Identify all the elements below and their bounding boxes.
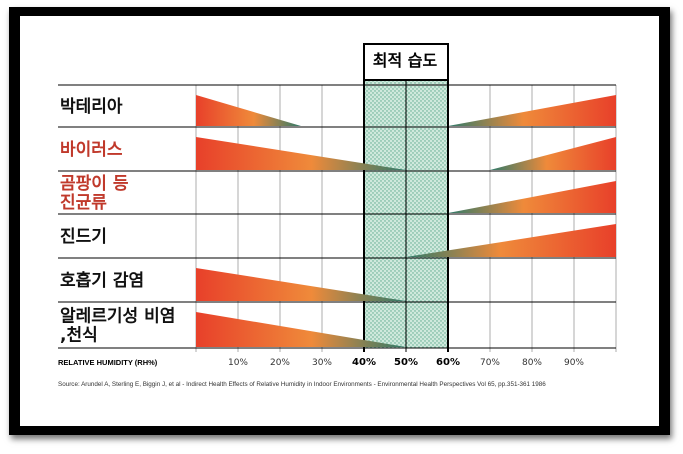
risk-wedges (196, 95, 616, 347)
risk-wedge-decreasing (196, 137, 406, 170)
x-axis-ticks: 10% 20% 30% 40% 50% 60% 70% 80% 90% (228, 357, 584, 368)
row-label: 박테리아 (60, 97, 123, 117)
optimal-zone (363, 43, 449, 352)
x-tick-label: 90% (564, 358, 584, 368)
x-axis-title: RELATIVE HUMIDITY (RH%) (58, 358, 158, 367)
row-label: 진드기 (60, 227, 107, 247)
source-note: Source: Arundel A, Sterling E, Biggin J,… (58, 381, 546, 388)
x-tick-label: 10% (228, 358, 248, 368)
optimal-zone-title: 최적 습도 (373, 51, 438, 70)
risk-wedge-increasing (448, 95, 616, 126)
row-label: ,천식 (60, 326, 98, 346)
x-tick-label: 70% (480, 358, 500, 368)
risk-wedge-decreasing (196, 312, 406, 347)
x-tick-label: 30% (312, 358, 332, 368)
risk-wedge-decreasing (196, 95, 301, 126)
chart-panel (20, 16, 659, 426)
x-tick-label: 20% (270, 358, 290, 368)
risk-wedge-increasing (406, 224, 616, 257)
row-label: 바이러스 (60, 140, 123, 160)
row-label: 호흡기 감염 (60, 270, 144, 291)
row-label: 알레르기성 비염 (60, 307, 175, 327)
x-tick-label: 50% (394, 357, 418, 368)
x-tick-label: 60% (436, 357, 460, 368)
risk-wedge-decreasing (196, 268, 406, 301)
risk-wedge-increasing (490, 137, 616, 170)
grid-lines (58, 80, 617, 352)
x-tick-label: 80% (522, 358, 542, 368)
row-label: 진균류 (60, 193, 107, 213)
risk-wedge-increasing (448, 181, 616, 213)
row-label: 곰팡이 등 (60, 174, 129, 194)
x-tick-label: 40% (352, 357, 376, 368)
